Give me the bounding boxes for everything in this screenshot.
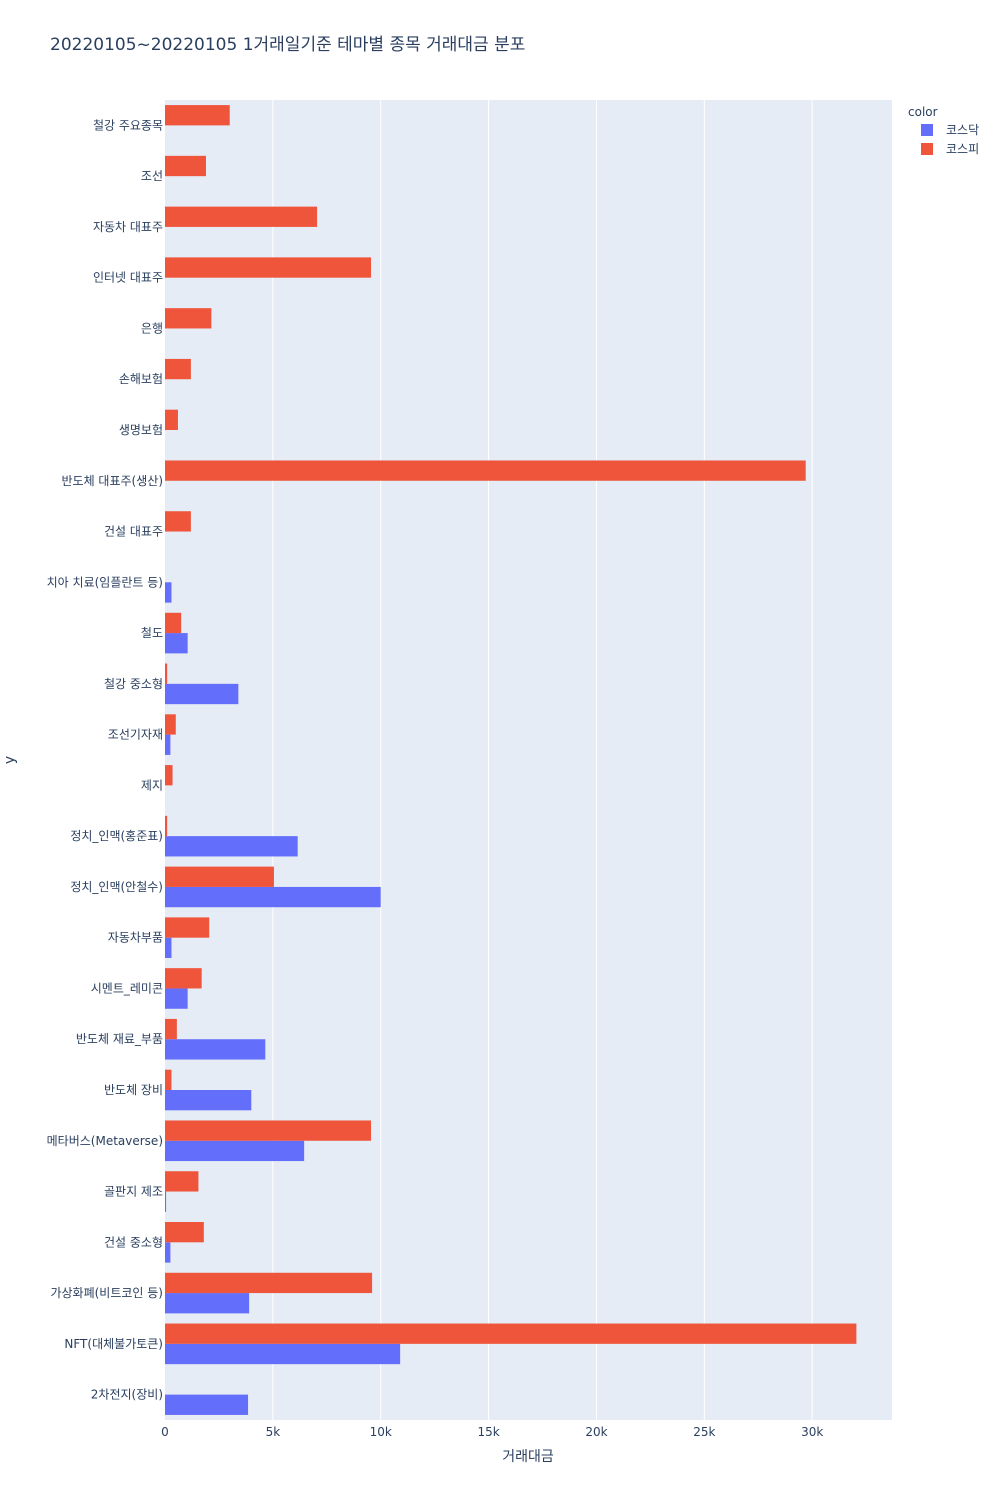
- y-tick-label: 반도체 대표주(생산): [62, 474, 164, 488]
- bar-kosdaq: [165, 734, 171, 755]
- y-tick-label: 반도체 장비: [104, 1083, 163, 1097]
- bar-kospi: [165, 257, 372, 278]
- bar-kosdaq: [165, 1191, 167, 1212]
- y-tick-label: 메타버스(Metaverse): [47, 1134, 163, 1148]
- y-tick-label: 자동차 대표주: [93, 220, 163, 234]
- bar-kospi: [165, 1120, 372, 1141]
- bar-kosdaq: [165, 836, 298, 857]
- bar-kospi: [165, 358, 191, 380]
- bar-kospi: [165, 1018, 177, 1040]
- bar-kospi: [165, 1171, 199, 1192]
- x-tick-label: 20k: [585, 1425, 607, 1439]
- bar-kosdaq: [165, 1242, 171, 1263]
- bar-kospi: [165, 866, 274, 887]
- y-tick-label: 자동차부품: [108, 931, 163, 945]
- y-tick-label: 정치_인맥(안철수): [70, 880, 163, 894]
- bar-kosdaq: [165, 633, 188, 654]
- legend-label[interactable]: 코스닥: [946, 123, 979, 137]
- y-tick-label: 치아 치료(임플란트 등): [47, 575, 163, 589]
- bar-kosdaq: [165, 1293, 250, 1314]
- bar-kospi: [165, 815, 168, 837]
- y-tick-label: 가상화폐(비트코인 등): [50, 1286, 163, 1300]
- y-tick-label: 제지: [141, 778, 163, 792]
- y-tick-label: 철강 주요종목: [93, 118, 163, 132]
- bar-kosdaq: [165, 886, 381, 908]
- x-tick-label: 15k: [477, 1425, 499, 1439]
- bar-kospi: [165, 917, 210, 938]
- y-tick-label: 건설 대표주: [104, 525, 163, 539]
- x-tick-label: 30k: [801, 1425, 823, 1439]
- bar-kospi: [165, 1272, 373, 1294]
- bar-kospi: [165, 409, 178, 430]
- bar-kospi: [165, 511, 191, 532]
- y-tick-label: 골판지 제조: [104, 1185, 163, 1199]
- y-tick-label: 조선: [141, 169, 163, 183]
- bars: [165, 105, 857, 1415]
- bar-kospi: [165, 1222, 204, 1243]
- bar-kospi: [165, 968, 202, 989]
- x-tick-label: 10k: [370, 1425, 392, 1439]
- bar-kospi: [165, 155, 206, 177]
- y-tick-label: 조선기자재: [108, 728, 163, 742]
- y-tick-label: 철도: [141, 626, 163, 640]
- y-tick-label: 시멘트_레미콘: [91, 981, 163, 995]
- y-tick-label: 인터넷 대표주: [93, 271, 163, 285]
- legend-title: color: [908, 105, 938, 119]
- y-tick-label: NFT(대체불가토큰): [64, 1337, 163, 1351]
- y-tick-label: 철강 중소형: [104, 677, 163, 691]
- y-tick-label: 건설 중소형: [104, 1235, 163, 1249]
- y-axis-title: y: [2, 756, 18, 764]
- y-tick-label: 생명보험: [119, 423, 163, 437]
- plot-area: [165, 100, 892, 1420]
- bar-kosdaq: [165, 1140, 305, 1162]
- bar-kosdaq: [165, 683, 239, 705]
- x-axis-title: 거래대금: [502, 1449, 554, 1465]
- y-tick-label: 손해보험: [119, 372, 163, 386]
- legend-swatch[interactable]: [921, 124, 933, 136]
- y-tick-label: 2차전지(장비): [91, 1388, 163, 1402]
- bar-kospi: [165, 1323, 857, 1344]
- bar-kosdaq: [165, 1039, 266, 1060]
- bar-kospi: [165, 612, 182, 634]
- bar-kospi: [165, 663, 168, 684]
- bar-kospi: [165, 105, 230, 126]
- legend-swatch[interactable]: [921, 143, 933, 155]
- bar-kospi: [165, 206, 318, 227]
- bar-kosdaq: [165, 988, 188, 1009]
- gridlines: [272, 100, 813, 1420]
- legend-label[interactable]: 코스피: [946, 142, 979, 156]
- bar-kosdaq: [165, 1343, 401, 1365]
- bar-kospi: [165, 714, 176, 735]
- bar-kosdaq: [165, 1394, 249, 1415]
- x-tick-label: 0: [161, 1425, 169, 1439]
- y-tick-label: 은행: [141, 320, 163, 335]
- y-tick-label: 반도체 재료_부품: [76, 1032, 163, 1046]
- chart-title: 20220105~20220105 1거래일기준 테마별 종목 거래대금 분포: [50, 35, 525, 55]
- bar-kosdaq: [165, 937, 172, 958]
- bar-kosdaq: [165, 582, 172, 603]
- bar-kospi: [165, 1069, 172, 1090]
- x-tick-labels: 0 5k 10k 15k 20k 25k 30k: [161, 1425, 823, 1439]
- y-tick-label: 정치_인맥(홍준표): [70, 829, 163, 843]
- bar-kospi: [165, 765, 173, 786]
- x-tick-label: 5k: [266, 1425, 281, 1439]
- x-tick-label: 25k: [693, 1425, 715, 1439]
- bar-kospi: [165, 308, 212, 329]
- bar-kosdaq: [165, 1090, 252, 1111]
- bar-kospi: [165, 460, 806, 481]
